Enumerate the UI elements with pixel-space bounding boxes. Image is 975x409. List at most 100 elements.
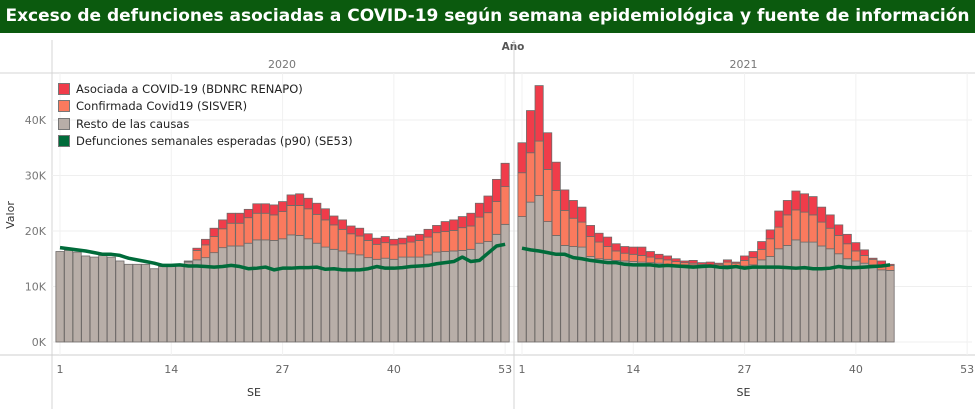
bar-confirmada [260, 212, 270, 241]
bar-confirmada [500, 186, 510, 225]
legend: Asociada a COVID-19 (BDNRC RENAPO) Confir… [58, 80, 353, 150]
bar-resto [680, 264, 690, 343]
bar-resto [98, 255, 108, 343]
bar-resto [851, 260, 861, 343]
bar-confirmada [740, 260, 750, 267]
bar-confirmada [269, 214, 279, 241]
x-tick-label: 27 [276, 363, 290, 376]
bar-resto [303, 238, 313, 343]
panel-header-2021: 2021 [730, 58, 758, 71]
bar-confirmada [765, 238, 775, 257]
bar-asociada [637, 246, 647, 256]
bar-confirmada [654, 258, 664, 264]
bar-resto [611, 260, 621, 343]
bar-confirmada [851, 250, 861, 262]
bar-resto [714, 266, 724, 343]
bar-asociada [851, 242, 861, 252]
bar-confirmada [577, 221, 587, 248]
column-header: Año [502, 41, 525, 53]
bar-asociada [774, 210, 784, 228]
bar-asociada [628, 246, 638, 255]
legend-item-confirmada: Confirmada Covid19 (SISVER) [58, 98, 353, 116]
bar-confirmada [637, 255, 647, 263]
bar-asociada [868, 257, 878, 260]
chart-title: Exceso de defunciones asociadas a COVID-… [0, 0, 975, 33]
bar-resto [603, 258, 613, 343]
bar-resto [526, 201, 536, 343]
bar-asociada [611, 243, 621, 252]
bar-confirmada [483, 212, 493, 242]
bar-resto [791, 239, 801, 343]
bar-resto [55, 251, 65, 343]
bar-asociada [757, 241, 767, 250]
bar-asociada [645, 251, 655, 258]
x-axis-label: SE [737, 386, 751, 399]
stacked-bar-chart: Año Valor 0K 10K 20K 30K 40K 2020 1 14 27 40 53 SE 202… [0, 40, 975, 409]
panel-header-2020: 2020 [268, 58, 296, 71]
bar-asociada [671, 258, 681, 262]
bar-resto [132, 263, 142, 343]
bar-resto [72, 251, 82, 343]
bar-resto [560, 245, 570, 343]
legend-item-asociada: Asociada a COVID-19 (BDNRC RENAPO) [58, 80, 353, 98]
y-tick-label: 30K [25, 170, 47, 183]
bar-confirmada [799, 211, 809, 243]
bar-resto [757, 259, 767, 343]
bar-confirmada [415, 240, 425, 258]
bar-asociada [252, 203, 262, 214]
bar-confirmada [440, 231, 450, 252]
legend-item-resto: Resto de las causas [58, 115, 353, 133]
bar-confirmada [252, 212, 262, 241]
bar-asociada [286, 194, 296, 206]
bar-resto [774, 248, 784, 343]
bar-resto [201, 257, 211, 343]
bar-confirmada [517, 172, 527, 217]
y-tick-label: 40K [25, 114, 47, 127]
bar-asociada [551, 161, 561, 191]
bar-confirmada [534, 140, 544, 196]
bar-resto [380, 257, 390, 343]
bar-resto [645, 262, 655, 343]
bar-asociada [859, 249, 869, 256]
bar-asociada [791, 190, 801, 211]
bar-resto [697, 266, 707, 343]
bar-asociada [663, 255, 673, 261]
bar-confirmada [868, 258, 878, 266]
bar-confirmada [663, 259, 673, 265]
legend-swatch [58, 100, 70, 113]
y-tick-label: 10K [25, 281, 47, 294]
bar-asociada [714, 262, 724, 265]
bar-asociada [397, 237, 407, 245]
bar-asociada [585, 225, 595, 237]
legend-swatch [58, 82, 70, 95]
bar-asociada [799, 193, 809, 213]
legend-swatch [58, 117, 70, 130]
bar-asociada [183, 260, 193, 262]
bar-asociada [483, 195, 493, 214]
bar-confirmada [312, 213, 322, 244]
x-tick-label: 1 [519, 363, 526, 376]
x-tick-label: 40 [387, 363, 401, 376]
bar-asociada [474, 202, 484, 218]
bar-asociada [201, 238, 211, 246]
bar-confirmada [568, 217, 578, 247]
bar-confirmada [628, 253, 638, 262]
bar-resto [765, 256, 775, 343]
bar-asociada [825, 214, 835, 229]
bar-resto [568, 246, 578, 343]
bar-resto [106, 256, 116, 343]
bar-asociada [748, 251, 758, 259]
bar-confirmada [320, 219, 330, 248]
bar-asociada [680, 260, 690, 264]
bar-confirmada [303, 208, 313, 240]
bar-confirmada [620, 252, 630, 262]
legend-label: Defunciones semanales esperadas (p90) (S… [76, 134, 353, 149]
bar-confirmada [560, 210, 570, 246]
bar-confirmada [355, 235, 365, 256]
bar-resto [817, 245, 827, 343]
bar-confirmada [226, 222, 236, 247]
legend-swatch [58, 135, 70, 148]
bar-asociada [697, 262, 707, 265]
bar-asociada [722, 259, 732, 263]
bar-confirmada [859, 255, 869, 264]
